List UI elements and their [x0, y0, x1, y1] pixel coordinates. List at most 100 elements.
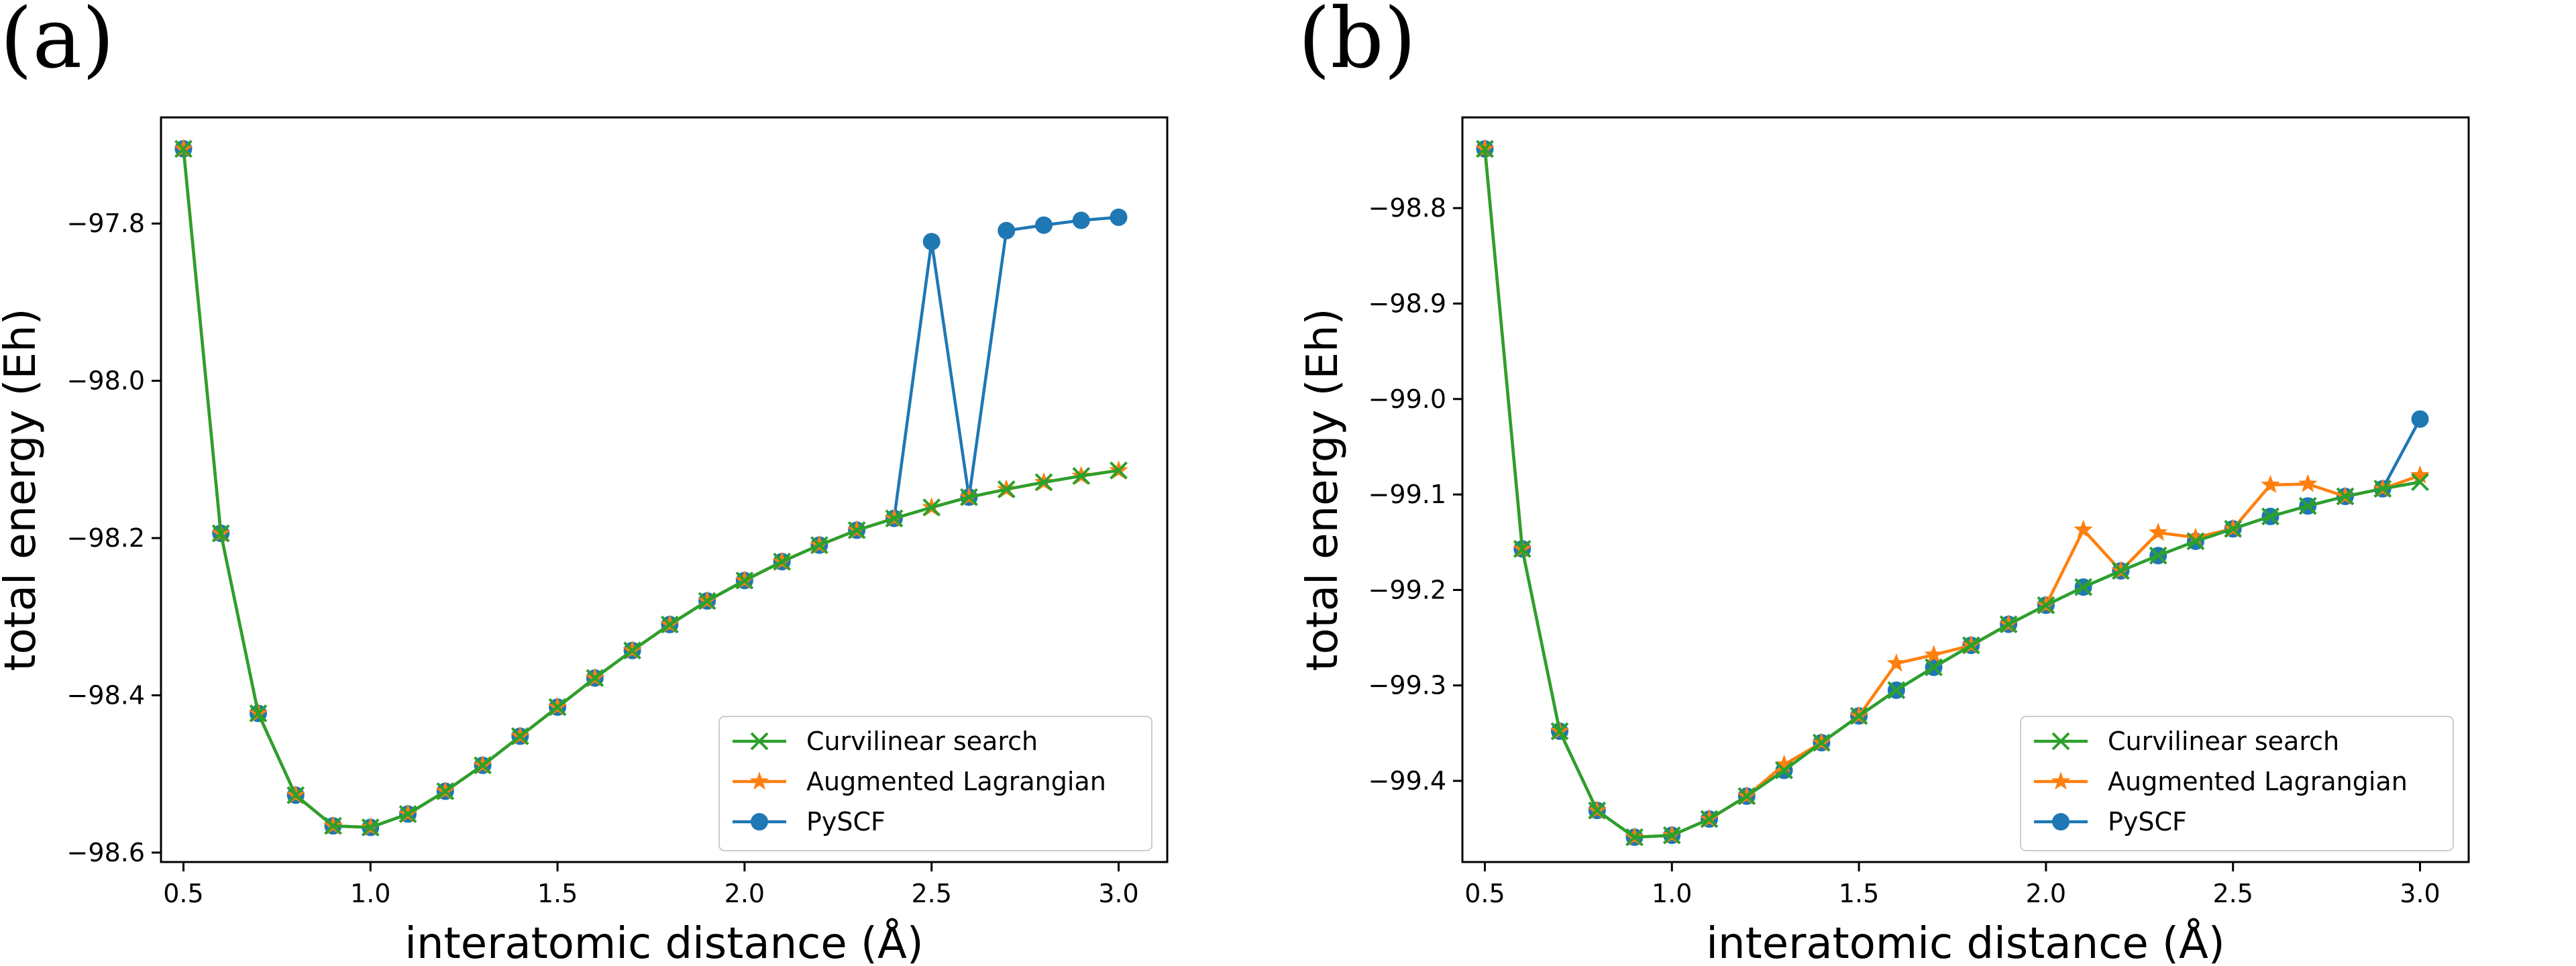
data-point-curvilinear-search	[398, 805, 417, 823]
y-tick-label: −97.8	[67, 209, 145, 238]
panel-b-legend-item-pyscf: PySCF	[2034, 807, 2187, 837]
legend-star-marker-icon	[2051, 771, 2071, 790]
data-point-curvilinear-search	[1476, 140, 1494, 158]
data-point-curvilinear-search	[2111, 561, 2130, 580]
panel-a-y-ticks: −97.8 −98.0 −98.2 −98.4 −98.6	[67, 209, 161, 867]
data-point-curvilinear-search	[1662, 826, 1681, 845]
panel-a-legend-item-pyscf: PySCF	[733, 807, 885, 837]
y-tick-label: −98.0	[67, 366, 145, 396]
panel-a-x-axis-label: interatomic distance (Å)	[405, 918, 924, 966]
x-tick-label: 3.0	[1098, 879, 1138, 908]
legend-circle-marker-icon	[2052, 813, 2070, 830]
data-point-curvilinear-search	[847, 521, 866, 539]
panel-b-x-ticks: 0.5 1.0 1.5 2.0 2.5 3.0	[1464, 862, 2440, 908]
data-point-curvilinear-search	[885, 509, 904, 528]
data-point-curvilinear-search	[174, 140, 193, 158]
data-point-pyscf	[1110, 208, 1128, 226]
panel-a-plot-frame	[160, 116, 1169, 863]
panel-b-legend-item-curvilinear: Curvilinear search	[2034, 727, 2339, 756]
panel-a-x-ticks: 0.5 1.0 1.5 2.0 2.5 3.0	[163, 862, 1139, 908]
x-tick-label: 1.5	[1839, 879, 1879, 908]
data-point-curvilinear-search	[511, 727, 529, 745]
data-point-curvilinear-search	[1513, 539, 1532, 558]
data-point-curvilinear-search	[960, 488, 978, 506]
data-point-curvilinear-search	[1550, 722, 1569, 741]
data-point-curvilinear-search	[660, 615, 679, 634]
x-tick-label: 2.0	[724, 879, 765, 908]
y-tick-label: −98.4	[67, 681, 145, 710]
data-point-curvilinear-search	[548, 698, 567, 716]
data-point-pyscf	[1072, 211, 1090, 229]
data-point-curvilinear-search	[2074, 578, 2093, 596]
legend-label-pyscf: PySCF	[806, 807, 885, 837]
data-point-curvilinear-search	[810, 536, 828, 555]
data-point-curvilinear-search	[2373, 480, 2392, 498]
data-point-curvilinear-search	[2186, 532, 2205, 551]
y-tick-label: −98.9	[1368, 289, 1446, 319]
panel-a: (a) 0.5 1.0 1.5 2.0 2.5 3.0 −97.8−98.0−98.2−9…	[0, 0, 1169, 966]
data-point-curvilinear-search	[1034, 473, 1053, 492]
data-point-curvilinear-search	[286, 786, 305, 804]
legend-label-curvilinear: Curvilinear search	[806, 727, 1038, 756]
data-point-curvilinear-search	[324, 816, 342, 835]
data-point-pyscf	[998, 221, 1016, 239]
panel-a-legend-box	[718, 716, 1152, 851]
legend-label-curvilinear: Curvilinear search	[2108, 727, 2339, 756]
data-point-curvilinear-search	[1072, 467, 1091, 485]
data-point-augmented-lagrangian	[2186, 527, 2206, 546]
x-tick-label: 0.5	[1464, 879, 1505, 908]
panel-a-legend-item-augmented: Augmented Lagrangian	[733, 767, 1106, 796]
data-point-augmented-lagrangian	[2261, 474, 2280, 493]
series-line-curvilinear-search	[182, 148, 1119, 829]
x-tick-label: 1.0	[350, 879, 390, 908]
legend-x-marker-icon	[750, 732, 769, 751]
panel-a-legend: Curvilinear search Augmented Lagrangian …	[718, 716, 1152, 851]
data-point-curvilinear-search	[1812, 733, 1831, 752]
panel-b-plot-area	[1475, 139, 2430, 847]
panel-b-legend: Curvilinear search Augmented Lagrangian …	[2020, 716, 2454, 851]
data-point-curvilinear-search	[2336, 487, 2355, 506]
panel-a-label: (a)	[0, 0, 115, 87]
panel-b-y-ticks: −98.8 −98.9 −99.0 −99.1 −99.2 −99.3 −99.4	[1368, 193, 1462, 796]
panel-b-legend-box	[2020, 716, 2454, 851]
series-curvilinear-search	[174, 140, 1128, 837]
data-point-curvilinear-search	[586, 669, 604, 688]
data-point-curvilinear-search	[1110, 461, 1128, 480]
data-point-curvilinear-search	[1999, 615, 2018, 634]
data-point-curvilinear-search	[922, 498, 941, 517]
x-tick-label: 3.0	[2400, 879, 2440, 908]
data-point-curvilinear-search	[623, 641, 642, 660]
data-point-augmented-lagrangian	[1924, 645, 1943, 663]
panel-b-x-axis-label: interatomic distance (Å)	[1706, 918, 2225, 966]
panel-b: (b) 0.5 1.0 1.5 2.0 2.5 3.0 −98.8−98.9−99.0−9…	[1298, 0, 2470, 966]
data-point-curvilinear-search	[2411, 473, 2429, 492]
data-point-curvilinear-search	[1700, 810, 1719, 828]
data-point-curvilinear-search	[1775, 761, 1793, 780]
data-point-augmented-lagrangian	[1774, 754, 1794, 773]
data-point-augmented-lagrangian	[2148, 523, 2168, 541]
data-point-augmented-lagrangian	[2298, 474, 2318, 492]
panel-b-label: (b)	[1298, 0, 1416, 87]
data-point-curvilinear-search	[773, 552, 792, 571]
data-point-curvilinear-search	[997, 480, 1016, 498]
y-tick-label: −98.2	[67, 523, 145, 553]
panel-a-legend-item-curvilinear: Curvilinear search	[733, 727, 1038, 756]
data-point-curvilinear-search	[1737, 787, 1756, 806]
y-tick-label: −99.2	[1368, 575, 1446, 604]
panel-b-y-axis-label: total energy (Eh)	[1298, 309, 1348, 672]
data-point-curvilinear-search	[2037, 596, 2055, 614]
legend-star-marker-icon	[749, 771, 769, 790]
data-point-curvilinear-search	[698, 592, 716, 610]
y-tick-label: −99.0	[1368, 384, 1446, 414]
data-point-augmented-lagrangian	[2410, 465, 2430, 484]
panel-a-plot-area	[174, 138, 1128, 837]
x-tick-label: 2.5	[911, 879, 951, 908]
data-point-curvilinear-search	[436, 782, 455, 800]
legend-label-pyscf: PySCF	[2108, 807, 2187, 837]
data-point-curvilinear-search	[1625, 828, 1644, 847]
data-point-curvilinear-search	[2224, 519, 2243, 538]
x-tick-label: 0.5	[163, 879, 203, 908]
y-tick-label: −99.1	[1368, 480, 1446, 509]
legend-label-augmented: Augmented Lagrangian	[2108, 767, 2408, 796]
